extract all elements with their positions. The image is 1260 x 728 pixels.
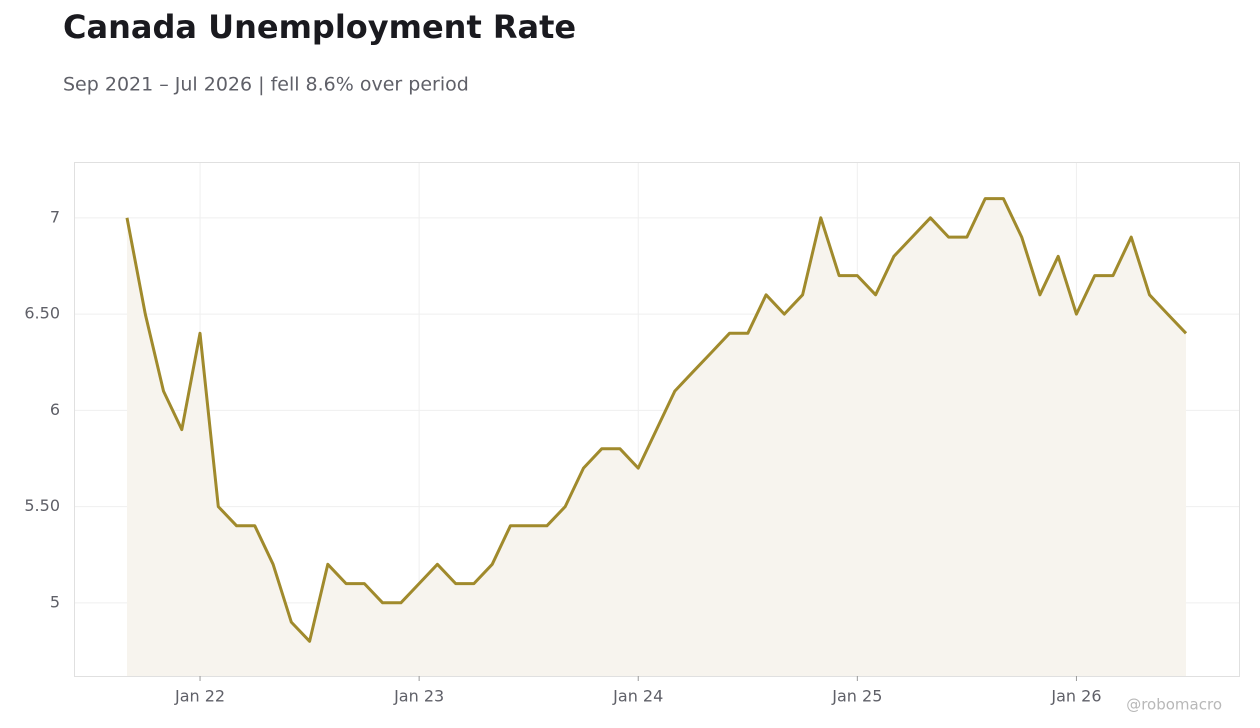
y-tick-label: 7 bbox=[50, 207, 60, 226]
chart-subtitle: Sep 2021 – Jul 2026 | fell 8.6% over per… bbox=[63, 74, 469, 96]
x-tick-label: Jan 25 bbox=[831, 687, 882, 706]
y-tick-label: 6.50 bbox=[24, 304, 60, 323]
x-tick-label: Jan 24 bbox=[612, 687, 663, 706]
chart-title: Canada Unemployment Rate bbox=[63, 8, 576, 46]
y-tick-label: 5.50 bbox=[24, 496, 60, 515]
line bbox=[125, 197, 1188, 643]
watermark: @robomacro bbox=[1126, 696, 1222, 714]
x-tick-label: Jan 26 bbox=[1050, 687, 1101, 706]
area bbox=[127, 198, 1186, 676]
y-tick-label: 6 bbox=[50, 400, 60, 419]
plot-frame bbox=[74, 162, 1240, 677]
x-tick-label: Jan 22 bbox=[174, 687, 225, 706]
y-tick-label: 5 bbox=[50, 592, 60, 611]
x-tick-label: Jan 23 bbox=[393, 687, 444, 706]
